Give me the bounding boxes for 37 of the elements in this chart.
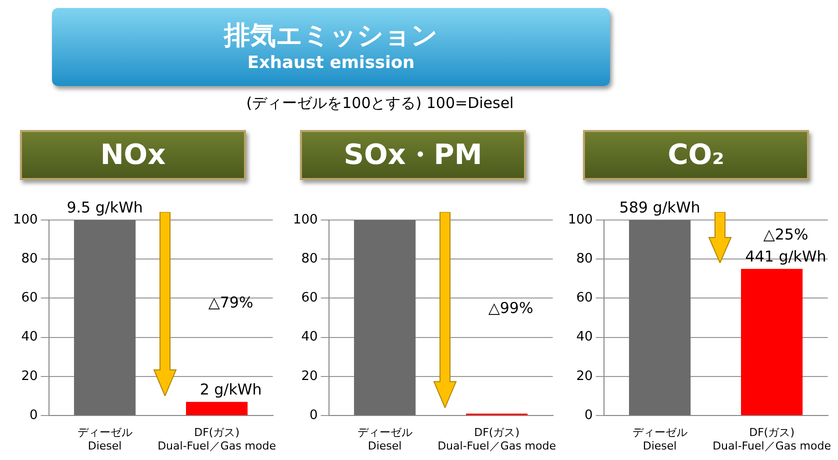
- y-tick-label: 100: [12, 212, 38, 228]
- y-tick-label: 100: [568, 212, 593, 228]
- chart-title: CO₂: [583, 130, 809, 180]
- y-tick-label: 80: [301, 251, 318, 266]
- chart-title: SOx・PM: [300, 130, 526, 180]
- annotation: 9.5 g/kWh: [66, 198, 143, 216]
- x-tick-label: ディーゼル Diesel: [357, 426, 412, 452]
- text: 排気エミッション: [222, 20, 439, 53]
- y-tick-label: 20: [301, 368, 318, 384]
- annotation: △25%: [763, 225, 808, 244]
- annotation: △99%: [488, 299, 534, 318]
- annotation: 2 g/kWh: [200, 380, 262, 398]
- y-tick-label: 0: [30, 408, 38, 423]
- y-tick-label: 60: [301, 290, 318, 306]
- y-tick-label: 60: [576, 290, 593, 306]
- x-tick-label: ディーゼル Diesel: [77, 426, 132, 452]
- y-tick-label: 40: [301, 330, 318, 345]
- y-tick-label: 20: [21, 368, 38, 384]
- y-tick-label: 100: [292, 212, 318, 228]
- y-tick-label: 0: [584, 408, 593, 423]
- x-tick-label: ディーゼル Diesel: [632, 426, 688, 452]
- x-tick-label: DF(ガス) Dual-Fuel／Gas mode: [712, 426, 832, 452]
- y-tick-label: 20: [576, 368, 593, 384]
- text: (ディーゼルを100とする) 100=Diesel: [245, 94, 515, 113]
- annotation: 441 g/kWh: [745, 247, 826, 266]
- x-tick-label: DF(ガス) Dual-Fuel／Gas mode: [438, 426, 556, 452]
- y-tick-label: 40: [576, 330, 593, 345]
- text: Exhaust emission: [246, 53, 416, 73]
- y-tick-label: 80: [576, 251, 593, 266]
- y-tick-label: 80: [21, 251, 38, 266]
- y-tick-label: 60: [21, 290, 38, 306]
- annotation: 589 g/kWh: [619, 198, 700, 216]
- annotation: △79%: [208, 293, 254, 312]
- x-tick-label: DF(ガス) Dual-Fuel／Gas mode: [158, 426, 276, 452]
- y-tick-label: 0: [310, 408, 318, 423]
- chart-title: NOx: [20, 130, 246, 180]
- y-tick-label: 40: [21, 330, 38, 345]
